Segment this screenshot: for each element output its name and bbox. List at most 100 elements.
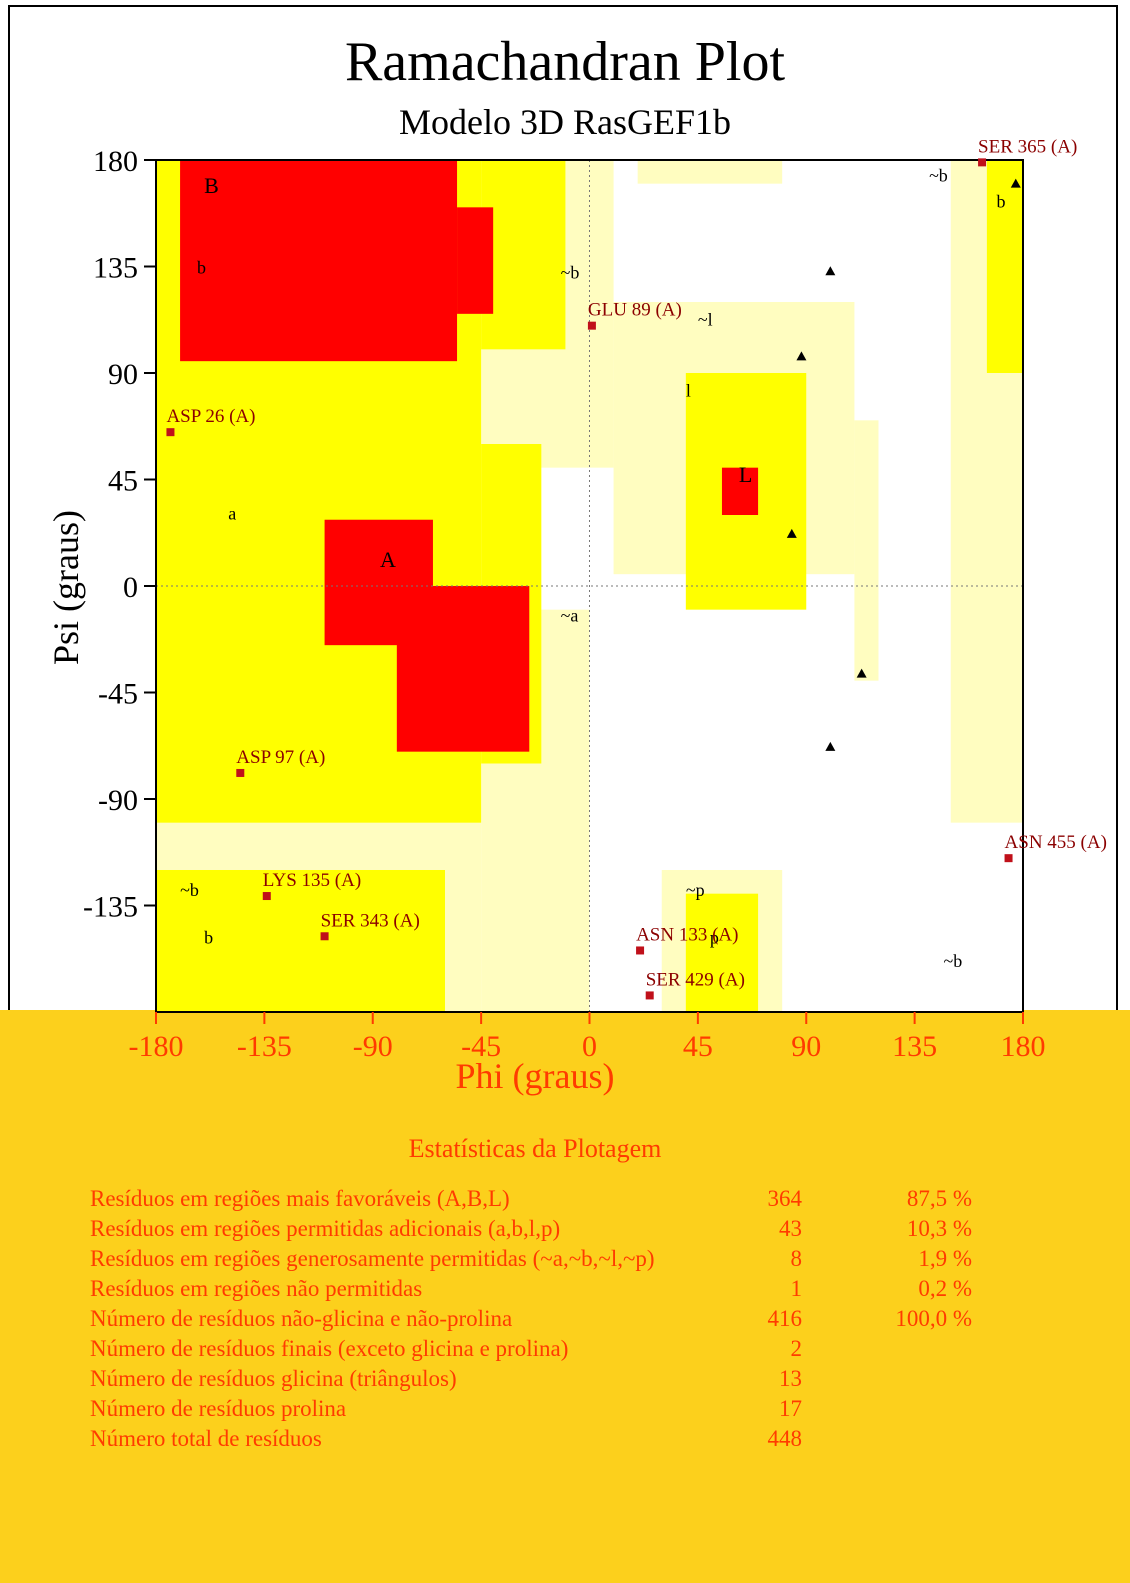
x-tick-label: 90 [791, 1030, 821, 1063]
data-points [786, 178, 1021, 751]
labelled-residue-point [320, 932, 329, 941]
x-tick-label: 180 [1001, 1030, 1046, 1063]
labelled-residue-label: SER 429 (A) [646, 969, 745, 990]
labelled-residue-point [636, 946, 645, 955]
region-label: p [710, 927, 719, 947]
stats-row-percent: 1,9 % [918, 1246, 972, 1271]
labelled-residue-label: LYS 135 (A) [263, 870, 361, 891]
labelled-residue-label: SER 365 (A) [978, 136, 1077, 157]
glycine-point [856, 668, 867, 678]
labelled-residue-point [645, 991, 654, 1000]
region-labels: Bb a A ~b ~l l L ~a ~b b ~b b ~p p ~b [180, 165, 1005, 971]
chart-subtitle: Modelo 3D RasGEF1b [399, 102, 731, 142]
region-generous [637, 160, 783, 184]
stats-row-percent: 100,0 % [895, 1306, 972, 1331]
region-favoured [396, 586, 530, 752]
stats-row-label: Resíduos em regiões permitidas adicionai… [90, 1216, 561, 1241]
stats-row-label: Resíduos em regiões mais favoráveis (A,B… [90, 1186, 510, 1211]
region-label: ~a [561, 606, 579, 626]
region-label: ~p [686, 880, 705, 900]
x-tick-label: -90 [353, 1030, 393, 1063]
region-favoured [721, 467, 759, 515]
x-tick-label: -45 [461, 1030, 501, 1063]
region-label: L [739, 462, 752, 487]
labelled-residue-point [262, 892, 271, 901]
region-generous [854, 420, 879, 681]
stats-row-percent: 10,3 % [906, 1216, 972, 1241]
labelled-residue-point [236, 768, 245, 777]
region-label: ~b [180, 880, 199, 900]
labelled-residue-point [1004, 854, 1013, 863]
labelled-residue-label: ASP 26 (A) [166, 406, 255, 427]
region-additional [481, 160, 566, 350]
labelled-residues: SER 365 (A) GLU 89 (A) ASP 26 (A) ASP 97 (A… [166, 136, 1107, 1000]
region-label: b [204, 927, 213, 947]
stats-row-label: Número de resíduos glicina (triângulos) [90, 1366, 457, 1391]
y-axis-label: Psi (graus) [46, 510, 86, 665]
region-label: A [380, 547, 396, 572]
glycine-point [1010, 178, 1021, 188]
stats-row-count: 448 [767, 1426, 803, 1451]
region-label: ~l [698, 310, 713, 330]
region-favoured [180, 160, 458, 362]
glycine-point [786, 528, 797, 538]
glycine-point [796, 351, 807, 361]
stats-row-count: 416 [767, 1306, 803, 1331]
stats-row-count: 364 [767, 1186, 803, 1211]
labelled-residue-label: SER 343 (A) [321, 910, 420, 931]
labelled-residue-label: ASN 455 (A) [1005, 832, 1107, 853]
stats-row-label: Número de resíduos finais (exceto glicin… [90, 1336, 569, 1361]
region-label: b [197, 258, 206, 278]
stats-row-count: 1 [790, 1276, 803, 1301]
x-tick-label: -180 [129, 1030, 184, 1063]
region-label: B [204, 173, 219, 198]
region-additional [156, 870, 445, 1012]
labelled-residue-point [978, 158, 987, 167]
x-tick-label: -135 [237, 1030, 292, 1063]
labelled-residue-label: ASP 97 (A) [236, 747, 325, 768]
chart-title: Ramachandran Plot [344, 31, 786, 93]
region-additional [986, 160, 1023, 373]
y-tick-label: 135 [93, 252, 138, 285]
stats-row-label: Resíduos em regiões não permitidas [90, 1276, 423, 1301]
y-tick-label: 0 [123, 571, 138, 604]
region-label: a [228, 504, 236, 524]
region-label: b [997, 191, 1006, 211]
grid-lines [156, 160, 1023, 1012]
y-tick-label: 180 [93, 145, 138, 178]
x-axis-label: Phi (graus) [455, 1056, 615, 1096]
stats-row-count: 17 [779, 1396, 802, 1421]
region-favoured [457, 207, 494, 314]
y-tick-label: 90 [108, 358, 138, 391]
labelled-residue-label: GLU 89 (A) [588, 300, 682, 321]
stats-row-label: Número total de resíduos [90, 1426, 322, 1451]
statistics-background [0, 1010, 1130, 1583]
y-tick-label: 45 [108, 465, 138, 498]
stats-row-label: Número de resíduos não-glicina e não-pro… [90, 1306, 513, 1331]
region-label: ~b [944, 951, 963, 971]
ramachandran-plot: 180 135 90 45 0 -45 -90 -135 -180 -135 -90 -45 0 45 90… [83, 136, 1107, 1063]
x-tick-label: 0 [582, 1030, 597, 1063]
region-label: ~b [929, 165, 948, 185]
y-tick-label: -90 [98, 784, 138, 817]
labelled-residue-label: ASN 133 (A) [636, 924, 738, 945]
stats-row-percent: 0,2 % [918, 1276, 972, 1301]
stats-row-label: Resíduos em regiões generosamente permit… [90, 1246, 655, 1271]
x-tick-label: 135 [892, 1030, 937, 1063]
stats-row-count: 8 [790, 1246, 803, 1271]
y-tick-label: -45 [98, 678, 138, 711]
region-additional [685, 893, 759, 1012]
stats-title: Estatísticas da Plotagem [408, 1134, 662, 1163]
stats-row-count: 13 [779, 1366, 802, 1391]
labelled-residue-point [166, 428, 175, 437]
x-tick-label: 45 [683, 1030, 713, 1063]
stats-row-percent: 87,5 % [906, 1186, 972, 1211]
y-tick-label: -135 [83, 891, 138, 924]
stats-row-label: Número de resíduos prolina [90, 1396, 347, 1421]
glycine-point [825, 266, 836, 276]
stats-row-count: 2 [790, 1336, 803, 1361]
glycine-point [825, 741, 836, 751]
labelled-residue-point [587, 321, 596, 330]
stats-row-count: 43 [779, 1216, 802, 1241]
region-label: ~b [561, 262, 580, 282]
